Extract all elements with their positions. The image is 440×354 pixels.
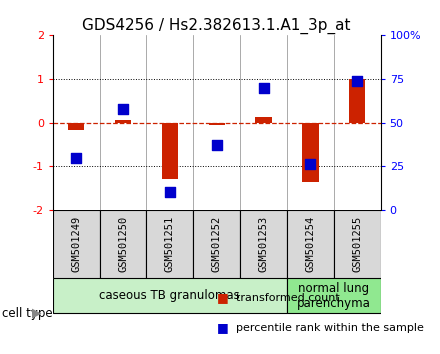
Bar (302, 122, 319, 182)
Bar (53, 278, 287, 313)
Bar (255, 118, 272, 122)
Point (213, 142, 220, 148)
Bar (334, 210, 381, 278)
Point (73, 155, 80, 160)
Bar (68, 122, 84, 131)
Point (307, 162, 314, 167)
Text: ■: ■ (216, 291, 228, 304)
Bar (147, 210, 193, 278)
Bar (161, 122, 178, 179)
Text: percentile rank within the sample: percentile rank within the sample (236, 323, 424, 333)
Bar (287, 278, 381, 313)
Bar (209, 122, 225, 125)
Text: GSM501252: GSM501252 (212, 215, 222, 272)
Text: cell type: cell type (2, 307, 53, 320)
Bar (53, 210, 99, 278)
Point (166, 190, 173, 195)
Bar (99, 210, 147, 278)
Text: normal lung
parenchyma: normal lung parenchyma (297, 281, 371, 309)
Point (260, 85, 267, 91)
Point (354, 78, 361, 84)
Title: GDS4256 / Hs2.382613.1.A1_3p_at: GDS4256 / Hs2.382613.1.A1_3p_at (82, 18, 351, 34)
Text: transformed count: transformed count (236, 292, 340, 303)
Text: ▶: ▶ (32, 307, 41, 320)
Bar (287, 210, 334, 278)
Text: GSM501251: GSM501251 (165, 215, 175, 272)
Text: GSM501255: GSM501255 (352, 215, 362, 272)
Point (120, 106, 127, 112)
Bar (349, 79, 365, 122)
Bar (115, 120, 131, 122)
Text: GSM501250: GSM501250 (118, 215, 128, 272)
Text: GSM501254: GSM501254 (305, 215, 315, 272)
Bar (240, 210, 287, 278)
Text: GSM501253: GSM501253 (259, 215, 268, 272)
Bar (193, 210, 240, 278)
Text: ■: ■ (216, 321, 228, 334)
Text: GSM501249: GSM501249 (71, 215, 81, 272)
Text: caseous TB granulomas: caseous TB granulomas (99, 289, 240, 302)
